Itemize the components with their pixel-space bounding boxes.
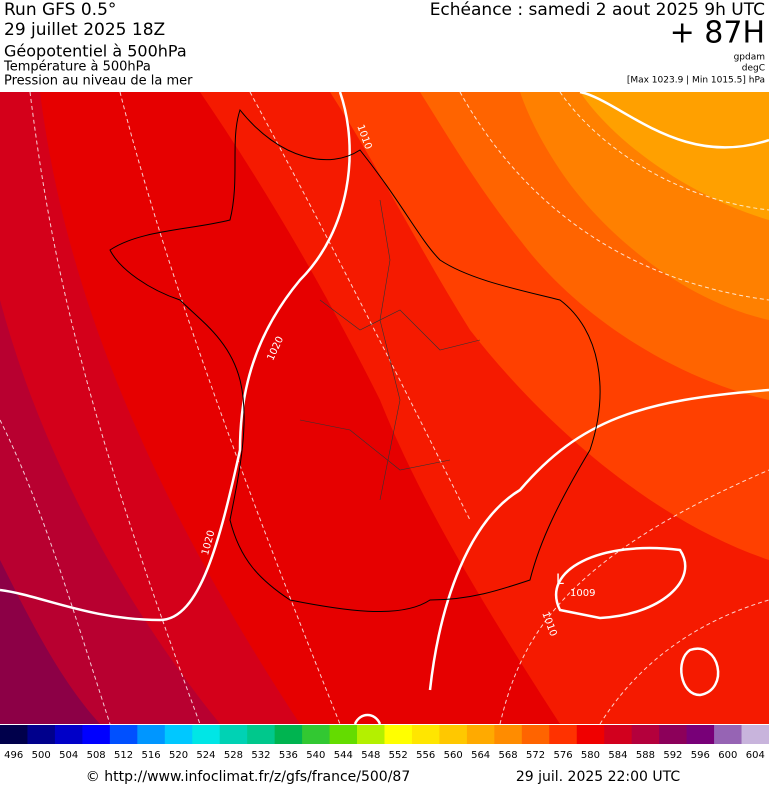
colorbar-swatch xyxy=(521,725,550,744)
colorbar-swatch xyxy=(549,725,578,744)
generated-time: 29 juil. 2025 22:00 UTC xyxy=(516,769,681,785)
run-date: 29 juillet 2025 18Z xyxy=(4,20,165,40)
colorbar-swatch xyxy=(109,725,138,744)
run-title: Run GFS 0.5° xyxy=(4,0,116,20)
colorbar-label: 520 xyxy=(169,750,188,761)
field-title: Géopotentiel à 500hPa xyxy=(4,42,187,61)
colorbar-swatch xyxy=(576,725,605,744)
colorbar-label: 544 xyxy=(334,750,353,761)
colorbar-swatch xyxy=(82,725,111,744)
colorbar-swatch xyxy=(357,725,385,744)
unit: degC xyxy=(742,64,765,74)
colorbar-swatch xyxy=(631,725,660,744)
colorbar-label: 516 xyxy=(142,750,161,761)
colorbar-swatch xyxy=(659,725,688,744)
colorbar-label: 532 xyxy=(251,750,270,761)
colorbar-label: 576 xyxy=(553,750,572,761)
colorbar-swatch xyxy=(54,725,83,744)
colorbar-swatch xyxy=(741,725,769,744)
map: 1010 1020 1020 1010 1009 L xyxy=(0,90,769,725)
colorbar-label: 592 xyxy=(663,750,682,761)
colorbar-label: 528 xyxy=(224,750,243,761)
lead-time: + 87H xyxy=(670,16,765,51)
colorbar-swatch xyxy=(329,725,358,744)
colorbar-swatch xyxy=(274,725,303,744)
colorbar-label: 564 xyxy=(471,750,490,761)
colorbar-swatch xyxy=(686,725,715,744)
colorbar-label: 548 xyxy=(361,750,380,761)
colorbar-label: 600 xyxy=(718,750,737,761)
unit: gpdam xyxy=(734,53,765,63)
colorbar-label: 572 xyxy=(526,750,545,761)
field-subtitle: Pression au niveau de la mer xyxy=(4,74,193,89)
colorbar-label: 524 xyxy=(196,750,215,761)
colorbar-swatch xyxy=(411,725,440,744)
colorbar-label: 512 xyxy=(114,750,133,761)
colorbar-swatch xyxy=(466,725,495,744)
colorbar-label: 540 xyxy=(306,750,325,761)
colorbar-swatch xyxy=(0,725,28,744)
colorbar-swatch xyxy=(494,725,523,744)
colorbar-label: 580 xyxy=(581,750,600,761)
colorbar-swatch xyxy=(439,725,468,744)
colorbar-label: 536 xyxy=(279,750,298,761)
low-pressure-marker: L xyxy=(556,572,564,588)
field-subtitle: Température à 500hPa xyxy=(3,60,151,75)
colorbar-swatch xyxy=(604,725,633,744)
colorbar-label: 560 xyxy=(444,750,463,761)
source-link: © http://www.infoclimat.fr/z/gfs/france/… xyxy=(86,769,410,785)
colorbar-label: 596 xyxy=(691,750,710,761)
colorbar-label: 568 xyxy=(499,750,518,761)
colorbar-label: 552 xyxy=(389,750,408,761)
colorbar-label: 604 xyxy=(746,750,765,761)
header-bg xyxy=(0,0,769,92)
colorbar-label: 508 xyxy=(87,750,106,761)
colorbar-swatch xyxy=(27,725,56,744)
colorbar-label: 584 xyxy=(608,750,627,761)
colorbar: 496 500 504 508 512 516 520 524 528 532 536 540 544 5… xyxy=(0,725,769,761)
colorbar-label: 588 xyxy=(636,750,655,761)
colorbar-label: 500 xyxy=(32,750,51,761)
pressure-range: [Max 1023.9 | Min 1015.5] hPa xyxy=(627,76,765,86)
valid-time: Echéance : samedi 2 aout 2025 9h UTC xyxy=(430,0,765,20)
colorbar-swatch xyxy=(164,725,193,744)
colorbar-swatch xyxy=(384,725,413,744)
colorbar-swatch xyxy=(192,725,221,744)
colorbar-swatch xyxy=(247,725,276,744)
low-pressure-value: 1009 xyxy=(570,588,595,599)
colorbar-swatch xyxy=(137,725,166,744)
colorbar-label: 504 xyxy=(59,750,78,761)
colorbar-label: 496 xyxy=(4,750,23,761)
colorbar-swatch xyxy=(302,725,331,744)
colorbar-swatch xyxy=(219,725,248,744)
colorbar-label: 556 xyxy=(416,750,435,761)
colorbar-swatch xyxy=(714,725,743,744)
